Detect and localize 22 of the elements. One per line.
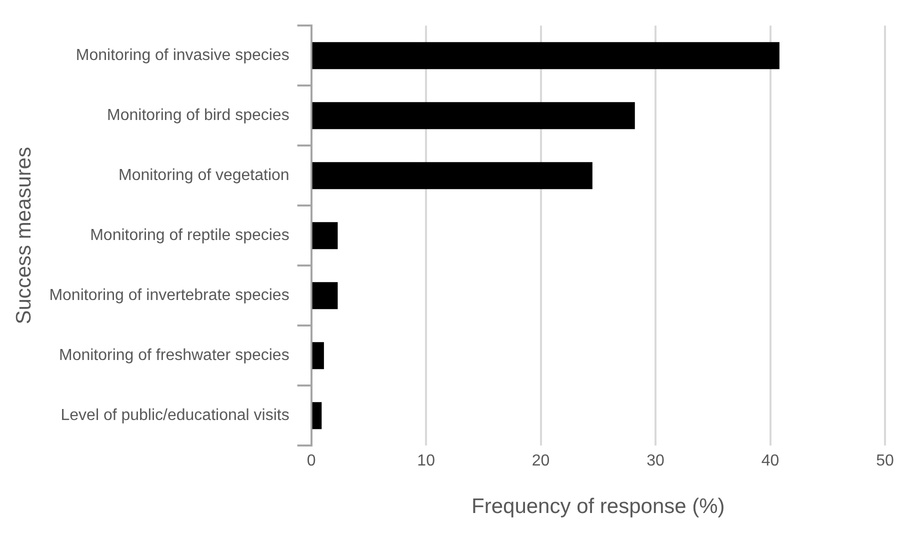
bar bbox=[312, 342, 324, 370]
y-tick-label: Monitoring of bird species bbox=[107, 107, 290, 124]
x-tick-label: 10 bbox=[417, 452, 436, 470]
bar bbox=[312, 282, 338, 310]
y-tick-label: Monitoring of invasive species bbox=[76, 47, 290, 64]
bar bbox=[312, 102, 635, 130]
y-tick-label: Level of public/educational visits bbox=[60, 407, 290, 424]
x-tick-label: 20 bbox=[532, 452, 550, 470]
bar bbox=[312, 162, 592, 190]
bar bbox=[312, 222, 338, 250]
x-tick-label: 40 bbox=[761, 452, 780, 470]
y-tick-label: Monitoring of reptile species bbox=[90, 227, 290, 244]
y-tick-label: Monitoring of vegetation bbox=[118, 167, 290, 184]
x-axis-title: Frequency of response (%) bbox=[472, 495, 725, 518]
bar bbox=[312, 402, 322, 430]
y-axis-title: Success measures bbox=[12, 146, 36, 324]
y-tick-label: Monitoring of invertebrate species bbox=[49, 287, 290, 304]
x-tick-label: 50 bbox=[876, 452, 894, 470]
x-tick-label: 0 bbox=[306, 452, 316, 470]
x-tick-label: 30 bbox=[646, 452, 665, 470]
y-tick-label: Monitoring of freshwater species bbox=[58, 347, 290, 364]
bar bbox=[312, 42, 780, 70]
